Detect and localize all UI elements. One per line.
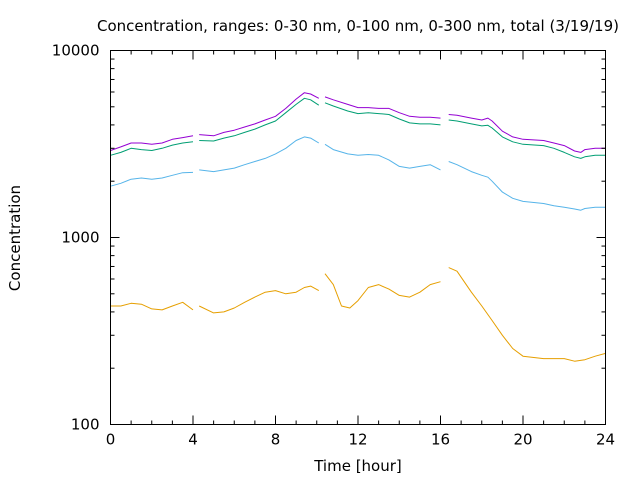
series-2-line-segment bbox=[324, 102, 441, 126]
y-tick-label: 1000 bbox=[61, 229, 99, 247]
series-2-line-segment bbox=[448, 119, 606, 159]
series-3-line-segment bbox=[199, 136, 320, 173]
y-tick-label: 100 bbox=[71, 416, 100, 434]
series-layer bbox=[110, 92, 606, 362]
x-tick-label: 20 bbox=[513, 431, 532, 449]
series-3-line-segment bbox=[448, 161, 606, 211]
x-tick-label: 8 bbox=[271, 431, 281, 449]
axis-layer: 0 4 8 12 16 20 24 100 1000 10000 bbox=[52, 42, 615, 449]
x-tick-label: 24 bbox=[596, 431, 615, 449]
series-1-line-segment bbox=[324, 96, 441, 119]
series-4-line-segment bbox=[448, 267, 606, 362]
chart-title: Concentration, ranges: 0-30 nm, 0-100 nm… bbox=[97, 17, 619, 35]
series-4-line-segment bbox=[198, 285, 320, 314]
series-2-line-segment bbox=[110, 141, 194, 156]
plot-frame bbox=[110, 50, 606, 425]
x-axis-label: Time [hour] bbox=[313, 457, 402, 475]
y-tick-label: 10000 bbox=[52, 42, 100, 60]
series-3-line-segment bbox=[324, 143, 441, 171]
y-axis-label: Concentration bbox=[6, 185, 24, 291]
series-1-line-segment bbox=[110, 135, 194, 151]
x-tick-label: 0 bbox=[106, 431, 116, 449]
x-tick-label: 16 bbox=[431, 431, 450, 449]
series-1-line-segment bbox=[448, 114, 606, 153]
x-tick-label: 12 bbox=[348, 431, 367, 449]
series-3-line-segment bbox=[110, 171, 194, 187]
series-4-line-segment bbox=[110, 301, 194, 311]
series-1-line-segment bbox=[199, 92, 320, 137]
series-2-line-segment bbox=[199, 97, 320, 142]
x-tick-label: 4 bbox=[188, 431, 198, 449]
series-4-line-segment bbox=[324, 273, 441, 309]
